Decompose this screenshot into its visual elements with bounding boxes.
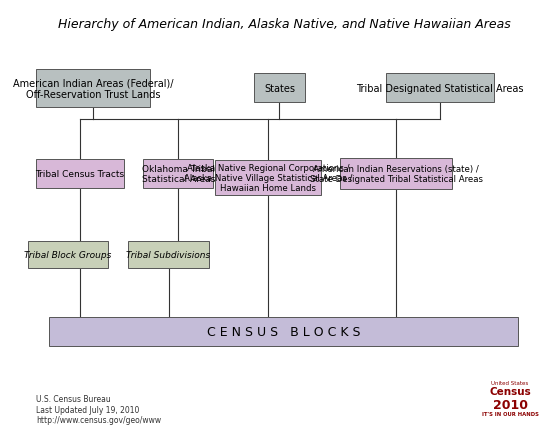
FancyBboxPatch shape <box>215 160 321 196</box>
FancyBboxPatch shape <box>49 317 518 347</box>
FancyBboxPatch shape <box>36 160 124 188</box>
Text: States: States <box>264 84 295 94</box>
Text: Tribal Census Tracts: Tribal Census Tracts <box>36 169 125 178</box>
Text: Alaska Native Regional Corporations /
Alaska Native Village Statistical Areas /
: Alaska Native Regional Corporations / Al… <box>184 163 353 193</box>
FancyBboxPatch shape <box>36 70 150 108</box>
Text: American Indian Reservations (state) /
State Designated Tribal Statistical Areas: American Indian Reservations (state) / S… <box>310 164 483 184</box>
Text: IT'S IN OUR HANDS: IT'S IN OUR HANDS <box>481 411 538 416</box>
Text: United States: United States <box>492 380 529 385</box>
Text: C E N S U S   B L O C K S: C E N S U S B L O C K S <box>207 326 360 338</box>
FancyBboxPatch shape <box>28 242 108 268</box>
Text: American Indian Areas (Federal)/
Off-Reservation Trust Lands: American Indian Areas (Federal)/ Off-Res… <box>13 78 173 99</box>
FancyBboxPatch shape <box>386 74 494 103</box>
Text: Tribal Designated Statistical Areas: Tribal Designated Statistical Areas <box>356 84 524 94</box>
Text: Census: Census <box>489 386 531 396</box>
Text: Oklahoma Tribal
Statistical Areas: Oklahoma Tribal Statistical Areas <box>142 164 215 184</box>
Text: U.S. Census Bureau
Last Updated July 19, 2010
http://www.census.gov/geo/www: U.S. Census Bureau Last Updated July 19,… <box>36 394 161 424</box>
FancyBboxPatch shape <box>340 158 451 190</box>
Text: Tribal Block Groups: Tribal Block Groups <box>24 251 112 259</box>
Text: Hierarchy of American Indian, Alaska Native, and Native Hawaiian Areas: Hierarchy of American Indian, Alaska Nat… <box>58 18 511 31</box>
Text: 2010: 2010 <box>493 398 528 412</box>
FancyBboxPatch shape <box>128 242 208 268</box>
FancyBboxPatch shape <box>143 160 214 188</box>
Text: Tribal Subdivisions: Tribal Subdivisions <box>126 251 211 259</box>
FancyBboxPatch shape <box>254 74 305 103</box>
